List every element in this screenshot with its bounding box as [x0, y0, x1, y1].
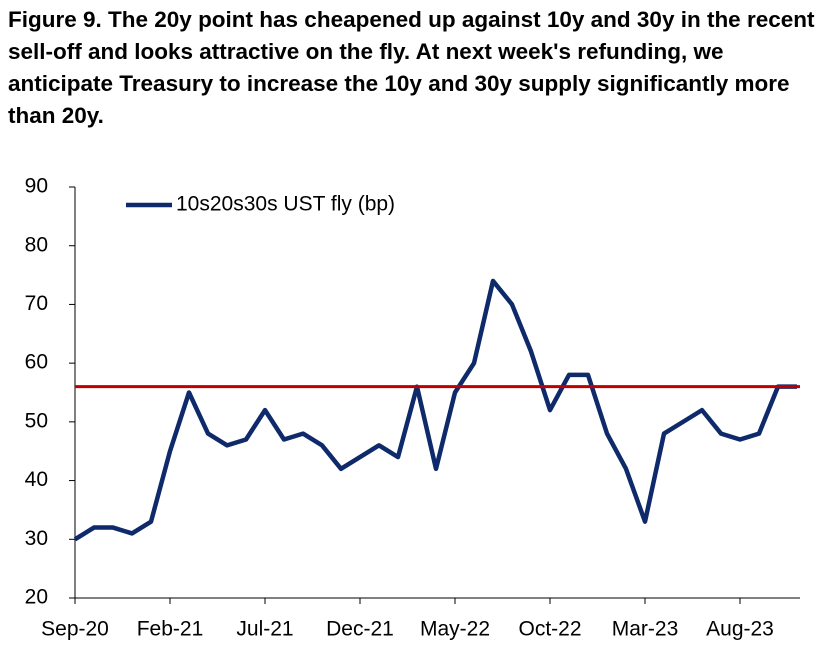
x-tick-label: Jul-21: [236, 618, 293, 641]
x-tick-label: Feb-21: [137, 618, 204, 641]
x-tick-label: Mar-23: [612, 618, 679, 641]
y-tick-label: 40: [25, 468, 48, 491]
y-tick-label: 90: [25, 175, 48, 198]
chart-title: Figure 9. The 20y point has cheapened up…: [8, 7, 815, 128]
series-line: [73, 278, 797, 542]
x-tick-label: Sep-20: [41, 618, 109, 641]
y-tick-label: 30: [25, 527, 48, 550]
x-tick-label: Oct-22: [518, 618, 581, 641]
legend-label: 10s20s30s UST fly (bp): [176, 193, 395, 216]
y-tick-label: 80: [25, 233, 48, 256]
x-tick-label: Dec-21: [326, 618, 394, 641]
x-tick-label: May-22: [420, 618, 490, 641]
y-tick-label: 50: [25, 409, 48, 432]
x-tick-label: Aug-23: [706, 618, 774, 641]
y-tick-label: 20: [25, 586, 48, 609]
y-tick-label: 60: [25, 351, 48, 374]
y-tick-label: 70: [25, 292, 48, 315]
